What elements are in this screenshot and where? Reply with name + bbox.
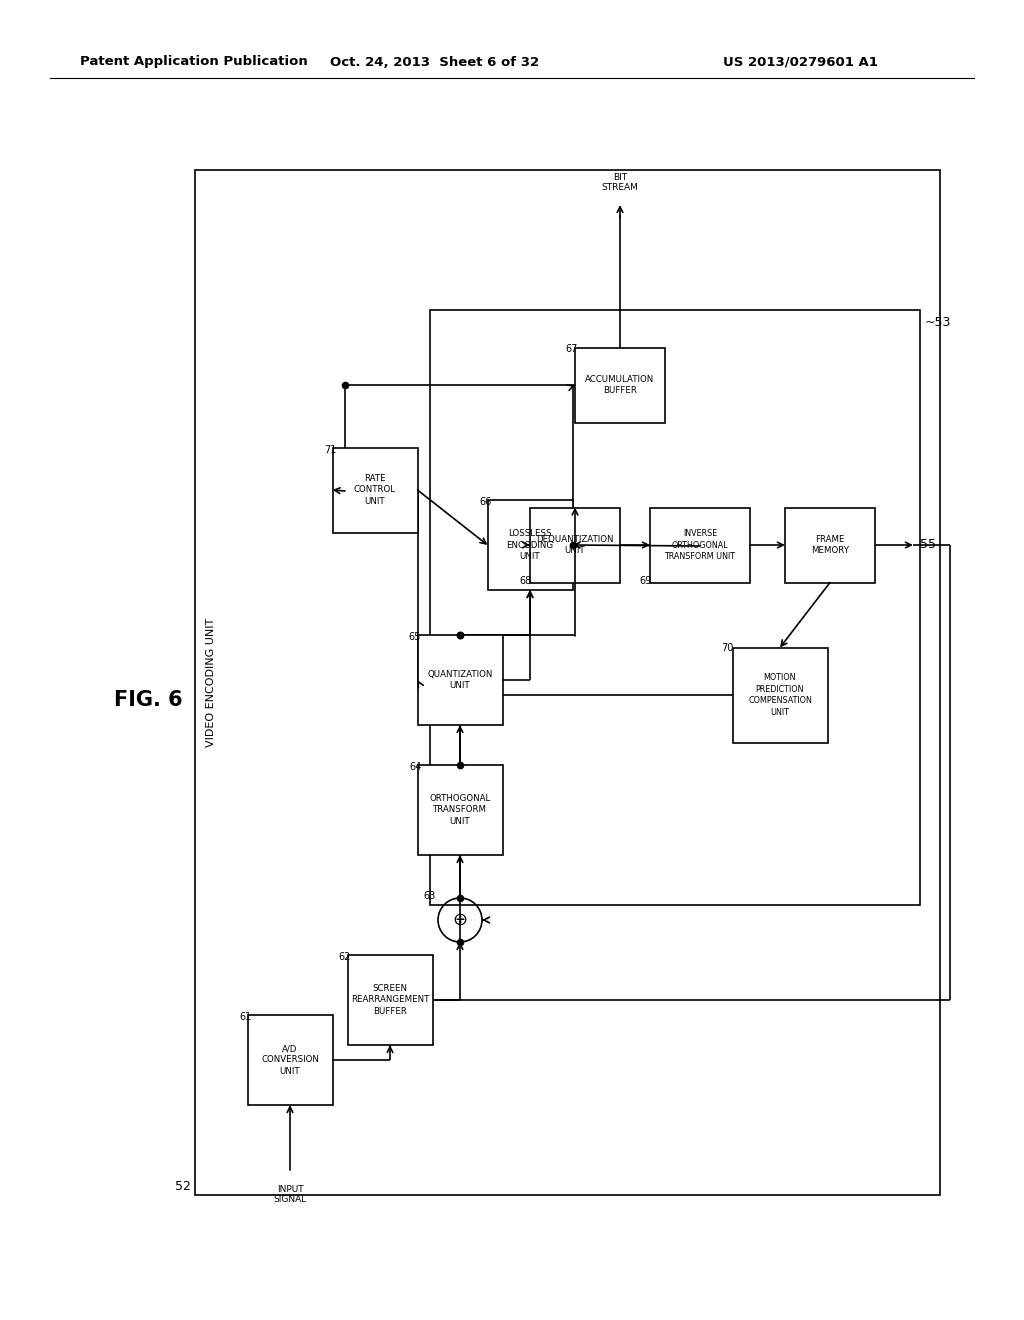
Text: 68: 68 <box>519 576 531 586</box>
Text: 69: 69 <box>639 576 651 586</box>
Bar <box>418 766 503 855</box>
Bar <box>487 500 572 590</box>
Bar <box>333 447 418 532</box>
Bar <box>530 507 620 582</box>
Text: ACCUMULATION
BUFFER: ACCUMULATION BUFFER <box>586 375 654 395</box>
Text: Oct. 24, 2013  Sheet 6 of 32: Oct. 24, 2013 Sheet 6 of 32 <box>331 55 540 69</box>
Text: 62: 62 <box>339 952 351 962</box>
Text: 70: 70 <box>721 643 733 653</box>
Text: DEQUANTIZATION
UNIT: DEQUANTIZATION UNIT <box>537 535 613 556</box>
Text: BIT
STREAM: BIT STREAM <box>601 173 638 191</box>
Text: 55: 55 <box>920 539 936 552</box>
Bar <box>347 954 432 1045</box>
Bar <box>248 1015 333 1105</box>
Text: Patent Application Publication: Patent Application Publication <box>80 55 308 69</box>
Bar <box>430 310 920 906</box>
Bar <box>732 648 827 742</box>
Text: INPUT
SIGNAL: INPUT SIGNAL <box>273 1185 306 1204</box>
Text: QUANTIZATION
UNIT: QUANTIZATION UNIT <box>427 669 493 690</box>
Text: 61: 61 <box>239 1012 251 1022</box>
Text: ~53: ~53 <box>925 315 951 329</box>
Text: VIDEO ENCODING UNIT: VIDEO ENCODING UNIT <box>206 618 216 747</box>
Text: ⊕: ⊕ <box>453 911 468 929</box>
Text: 64: 64 <box>409 762 421 772</box>
Bar <box>418 635 503 725</box>
Text: FIG. 6: FIG. 6 <box>114 690 182 710</box>
Bar <box>650 507 750 582</box>
Text: RATE
CONTROL
UNIT: RATE CONTROL UNIT <box>354 474 396 506</box>
Text: 65: 65 <box>409 632 421 642</box>
Text: LOSSLESS
ENCODING
UNIT: LOSSLESS ENCODING UNIT <box>507 529 554 561</box>
Text: 63: 63 <box>424 891 436 902</box>
Text: 52: 52 <box>175 1180 190 1193</box>
Text: US 2013/0279601 A1: US 2013/0279601 A1 <box>723 55 878 69</box>
Bar <box>195 170 940 1195</box>
Text: SCREEN
REARRANGEMENT
BUFFER: SCREEN REARRANGEMENT BUFFER <box>351 983 429 1016</box>
Text: 66: 66 <box>479 498 492 507</box>
Text: A/D
CONVERSION
UNIT: A/D CONVERSION UNIT <box>261 1044 318 1076</box>
Text: FRAME
MEMORY: FRAME MEMORY <box>811 535 849 556</box>
Text: 67: 67 <box>566 345 579 354</box>
Bar <box>575 347 665 422</box>
Bar <box>785 507 874 582</box>
Text: 71: 71 <box>324 445 336 455</box>
Text: INVERSE
ORTHOGONAL
TRANSFORM UNIT: INVERSE ORTHOGONAL TRANSFORM UNIT <box>665 529 735 561</box>
Text: ORTHOGONAL
TRANSFORM
UNIT: ORTHOGONAL TRANSFORM UNIT <box>429 795 490 826</box>
Text: MOTION
PREDICTION
COMPENSATION
UNIT: MOTION PREDICTION COMPENSATION UNIT <box>749 673 812 717</box>
